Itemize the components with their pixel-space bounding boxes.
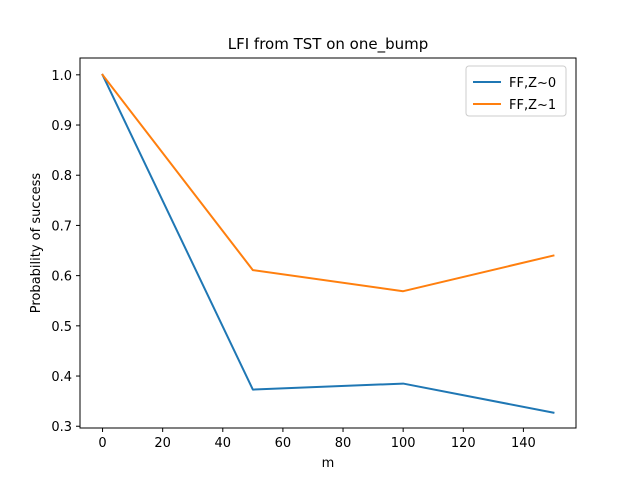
x-tick-label: 140 <box>511 436 536 451</box>
x-axis-ticks: 0 20 40 60 80 100 120 140 <box>98 428 536 451</box>
y-axis-ticks: 0.3 0.4 0.5 0.6 0.7 0.8 0.9 1.0 <box>51 69 80 435</box>
y-tick-label: 0.8 <box>51 169 72 184</box>
chart-title: LFI from TST on one_bump <box>228 35 429 54</box>
x-tick-label: 60 <box>275 436 292 451</box>
x-axis-label: m <box>322 456 335 471</box>
y-tick-label: 0.7 <box>51 219 72 234</box>
legend: FF,Z~0 FF,Z~1 <box>465 65 567 117</box>
series-line-0 <box>101 73 555 414</box>
x-tick-label: 100 <box>391 436 416 451</box>
x-tick-label: 40 <box>215 436 232 451</box>
x-tick-label: 120 <box>451 436 476 451</box>
legend-label-0: FF,Z~0 <box>509 76 556 91</box>
axes-frame <box>79 57 577 429</box>
y-tick-label: 1.0 <box>51 69 72 84</box>
plot-area <box>101 73 555 414</box>
y-axis-label: Probability of success <box>29 173 44 314</box>
y-tick-label: 0.3 <box>51 420 72 435</box>
x-tick-label: 20 <box>154 436 171 451</box>
y-tick-label: 0.6 <box>51 270 72 285</box>
series-line-1 <box>101 73 555 293</box>
y-tick-label: 0.4 <box>51 370 72 385</box>
y-tick-label: 0.9 <box>51 119 72 134</box>
y-tick-label: 0.5 <box>51 320 72 335</box>
legend-label-1: FF,Z~1 <box>509 98 556 113</box>
x-tick-label: 80 <box>335 436 352 451</box>
x-tick-label: 0 <box>98 436 106 451</box>
